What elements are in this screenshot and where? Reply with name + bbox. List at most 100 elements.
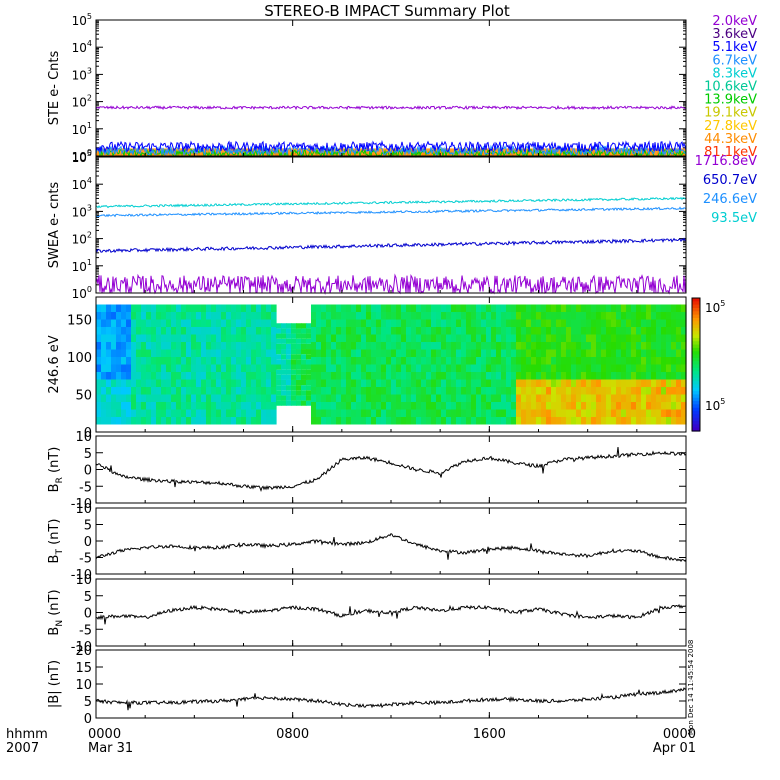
heatmap-cell [556, 379, 562, 387]
y-tick-exponent: 1 [87, 121, 92, 130]
heatmap-cell [521, 304, 527, 312]
heatmap-cell [606, 357, 612, 365]
heatmap-cell [641, 394, 647, 402]
heatmap-cell [311, 319, 317, 327]
heatmap-cell [361, 402, 367, 410]
heatmap-cell [681, 417, 687, 425]
y-tick-label: -5 [79, 552, 92, 567]
heatmap-cell [451, 379, 457, 387]
heatmap-cell [161, 319, 167, 327]
heatmap-cell [421, 334, 427, 342]
heatmap-cell [536, 402, 542, 410]
y-tick-base: 10 [72, 287, 87, 301]
heatmap-cell [426, 402, 432, 410]
y-tick-label: 5 [84, 695, 92, 710]
heatmap-cell [336, 379, 342, 387]
heatmap-cell [491, 304, 497, 312]
heatmap-cell [586, 379, 592, 387]
heatmap-cell [586, 304, 592, 312]
heatmap-cell [256, 334, 262, 342]
heatmap-cell [466, 402, 472, 410]
heatmap-cell [251, 334, 257, 342]
heatmap-cell [566, 304, 572, 312]
heatmap-cell [226, 319, 232, 327]
heatmap-cell [401, 402, 407, 410]
heatmap-cell [421, 319, 427, 327]
heatmap-cell [306, 354, 312, 360]
heatmap-cell [441, 364, 447, 372]
heatmap-cell [596, 409, 602, 417]
heatmap-cell [526, 304, 532, 312]
heatmap-cell [301, 400, 307, 406]
heatmap-cell [306, 374, 312, 380]
colorbar-segment [692, 304, 700, 309]
heatmap-cell [316, 417, 322, 425]
heatmap-cell [116, 357, 122, 365]
heatmap-cell [211, 409, 217, 417]
heatmap-cell [661, 334, 667, 342]
heatmap-cell [406, 364, 412, 372]
heatmap-cell [131, 304, 137, 312]
heatmap-cell [391, 379, 397, 387]
heatmap-cell [466, 417, 472, 425]
heatmap-cell [536, 349, 542, 357]
heatmap-cell [466, 327, 472, 335]
heatmap-cell [671, 402, 677, 410]
heatmap-cell [266, 394, 272, 402]
heatmap-cell [506, 364, 512, 372]
heatmap-cell [491, 387, 497, 395]
heatmap-cell [241, 417, 247, 425]
heatmap-cell [521, 349, 527, 357]
heatmap-cell [546, 417, 552, 425]
heatmap-cell [101, 342, 107, 350]
heatmap-cell [556, 312, 562, 320]
heatmap-cell [526, 342, 532, 350]
heatmap-cell [421, 387, 427, 395]
heatmap-cell [666, 364, 672, 372]
heatmap-cell [411, 327, 417, 335]
heatmap-cell [516, 349, 522, 357]
heatmap-cell [296, 374, 302, 380]
heatmap-cell [651, 409, 657, 417]
colorbar-segment [692, 351, 700, 356]
heatmap-cell [156, 379, 162, 387]
heatmap-cell [101, 417, 107, 425]
heatmap-cell [511, 357, 517, 365]
heatmap-cell [521, 334, 527, 342]
heatmap-cell [246, 327, 252, 335]
heatmap-cell [586, 312, 592, 320]
heatmap-cell [286, 364, 292, 370]
heatmap-cell [146, 349, 152, 357]
heatmap-cell [301, 354, 307, 360]
heatmap-cell [516, 379, 522, 387]
heatmap-cell [671, 364, 677, 372]
heatmap-cell [621, 319, 627, 327]
heatmap-cell [196, 387, 202, 395]
heatmap-cell [101, 394, 107, 402]
heatmap-cell [651, 357, 657, 365]
heatmap-cell [276, 343, 282, 350]
heatmap-cell [336, 334, 342, 342]
heatmap-cell [461, 304, 467, 312]
heatmap-cell [671, 342, 677, 350]
generation-timestamp: Mon Dec 14 11:45:54 2008 [687, 640, 695, 735]
colorbar-frame [691, 297, 701, 432]
heatmap-cell [311, 372, 317, 380]
heatmap-cell [321, 327, 327, 335]
heatmap-cell [401, 319, 407, 327]
heatmap-cell [536, 387, 542, 395]
swea-series-line [95, 196, 687, 209]
colorbar-segment [692, 414, 700, 419]
heatmap-cell [336, 342, 342, 350]
heatmap-cell [676, 417, 682, 425]
heatmap-cell [606, 402, 612, 410]
legend-entry: 19.1keV [704, 106, 757, 121]
heatmap-cell [121, 409, 127, 417]
heatmap-cell [246, 357, 252, 365]
heatmap-cell [601, 312, 607, 320]
heatmap-cell [216, 319, 222, 327]
heatmap-cell [381, 342, 387, 350]
heatmap-cell [171, 327, 177, 335]
heatmap-cell [401, 394, 407, 402]
